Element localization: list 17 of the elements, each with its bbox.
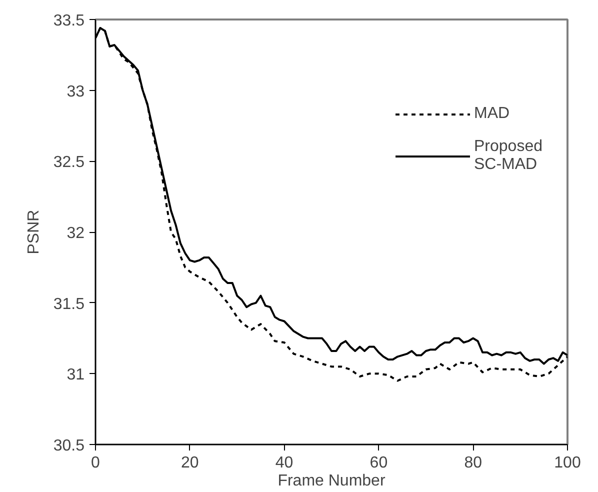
y-tick-label: 32.5 (53, 154, 85, 172)
x-tick-label: 40 (275, 454, 294, 472)
y-tick-label: 33 (66, 83, 85, 100)
x-axis-title: Frame Number (278, 472, 386, 490)
y-tick-label: 33.5 (53, 12, 85, 30)
legend-label: MAD (474, 104, 510, 124)
x-tick-label: 80 (464, 454, 482, 472)
x-tick-label: 0 (91, 454, 100, 472)
y-axis-title: PSNR (25, 210, 42, 254)
x-tick-label: 20 (181, 454, 199, 472)
x-tick-label: 60 (370, 454, 388, 472)
legend-label: Proposed SC-MAD (474, 138, 542, 174)
y-tick-label: 31 (66, 366, 85, 384)
y-tick-label: 30.5 (53, 438, 85, 454)
x-tick-label: 100 (554, 454, 581, 472)
y-tick-label: 31.5 (53, 296, 85, 313)
y-tick-label: 32 (66, 225, 85, 242)
